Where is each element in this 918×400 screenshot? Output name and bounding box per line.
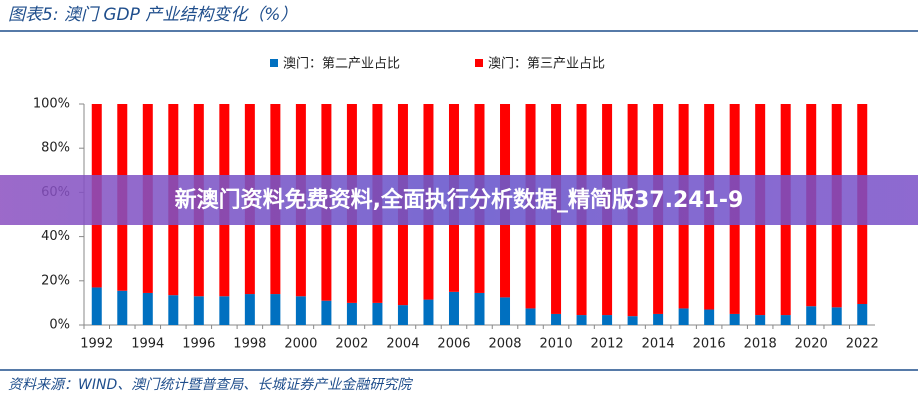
- bar-segment: [729, 313, 740, 325]
- bar-segment: [244, 294, 255, 325]
- bar-segment: [321, 300, 332, 325]
- bar-segment: [219, 296, 230, 325]
- x-tick-label: 2012: [591, 337, 624, 352]
- y-tick-label: 100%: [33, 97, 70, 112]
- bar-segment: [448, 291, 459, 325]
- x-tick-label: 2016: [693, 337, 726, 352]
- legend-swatch: [475, 59, 483, 67]
- bar-segment: [780, 315, 791, 325]
- y-tick-label: 20%: [41, 273, 70, 288]
- y-tick-label: 40%: [41, 229, 70, 244]
- y-tick-label: 0%: [49, 318, 70, 333]
- x-tick-label: 2008: [488, 337, 521, 352]
- bar-segment: [678, 308, 689, 325]
- bar-segment: [806, 306, 817, 325]
- chart-title: 图表5: 澳门 GDP 产业结构变化（%）: [8, 5, 297, 25]
- bar-segment: [653, 313, 664, 325]
- bar-segment: [551, 313, 562, 325]
- bar-segment: [474, 292, 485, 325]
- bar-segment: [397, 305, 408, 325]
- legend-label: 澳门：第二产业占比: [283, 56, 400, 72]
- x-tick-label: 1998: [233, 337, 266, 352]
- x-tick-label: 1992: [80, 337, 113, 352]
- x-tick-label: 2002: [335, 337, 368, 352]
- bar-segment: [346, 302, 357, 325]
- bar-segment: [295, 296, 306, 325]
- x-tick-label: 2006: [437, 337, 470, 352]
- bar-segment: [755, 315, 766, 325]
- x-tick-label: 2014: [642, 337, 675, 352]
- bar-segment: [372, 302, 383, 325]
- bar-segment: [576, 315, 587, 325]
- bar-segment: [91, 287, 102, 325]
- legend-swatch: [270, 59, 278, 67]
- bar-segment: [168, 295, 179, 325]
- bar-segment: [193, 296, 204, 325]
- bar-segment: [602, 315, 613, 325]
- source: 资料来源：WIND、澳门统计暨普查局、长城证券产业金融研究院: [8, 377, 413, 393]
- bar-segment: [117, 290, 128, 325]
- x-tick-label: 2020: [795, 337, 828, 352]
- x-tick-label: 2022: [846, 337, 879, 352]
- bar-segment: [423, 299, 434, 325]
- bar-segment: [831, 307, 842, 325]
- legend-label: 澳门：第三产业占比: [488, 56, 605, 72]
- x-tick-label: 2010: [540, 337, 573, 352]
- x-tick-label: 2018: [744, 337, 777, 352]
- banner-bg: [0, 175, 918, 225]
- bar-segment: [704, 309, 715, 325]
- bar-segment: [500, 297, 511, 325]
- bar-segment: [525, 308, 536, 325]
- bar-segment: [627, 316, 638, 325]
- x-tick-label: 2004: [386, 337, 419, 352]
- bar-segment: [857, 304, 868, 325]
- x-tick-label: 2000: [284, 337, 317, 352]
- overlay-banner: 新澳门资料免费资料,全面执行分析数据_精简版37.241-9: [175, 187, 744, 213]
- y-tick-label: 80%: [41, 141, 70, 156]
- bar-segment: [142, 292, 153, 325]
- bar-segment: [270, 294, 281, 325]
- x-tick-label: 1994: [131, 337, 164, 352]
- x-tick-label: 1996: [182, 337, 215, 352]
